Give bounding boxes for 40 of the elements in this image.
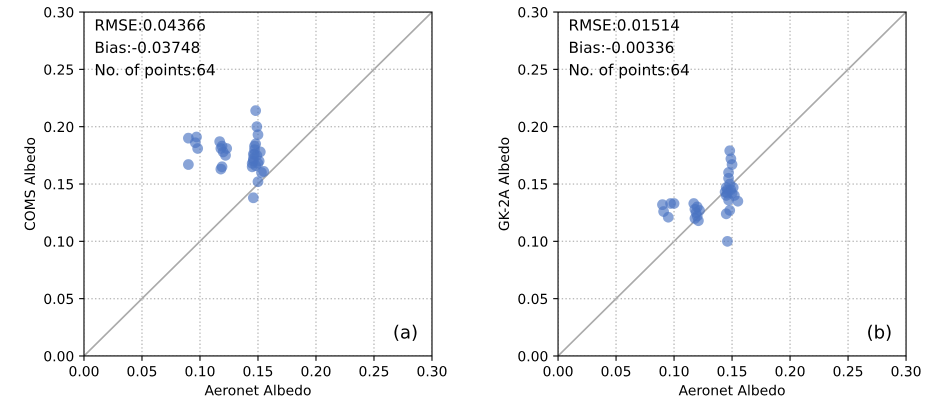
y-tick-label: 0.30 [44,7,74,18]
annotation: Bias:-0.00336 [570,41,674,54]
y-tick-label: 0.05 [44,294,74,304]
x-tick-label: 0.05 [602,366,630,376]
x-tick-label: 0.00 [69,366,99,376]
y-tick-label: 0.25 [44,64,74,75]
annotation: No. of points:64 [570,64,689,78]
y-tick-label: 0.25 [518,64,548,75]
annotation: RMSE:0.01514 [570,19,680,31]
y-tick-label: 0.05 [518,294,548,304]
x-tick-label: 0.10 [185,366,215,376]
y-tick-label: 0.10 [518,236,548,247]
y-tick-label: 0.00 [44,350,74,362]
x-tick-label: 0.15 [718,366,746,376]
annotation: Bias:-0.03748 [96,41,200,54]
y-tick-label: 0.30 [518,7,548,18]
x-axis-title: Aeronet Albedo [678,384,785,396]
y-tick-label: 0.20 [44,122,74,132]
annotation: (a) [394,324,417,341]
y-tick-label: 0.10 [44,236,74,247]
annotation: No. of points:64 [96,64,215,78]
annotation: RMSE:0.04366 [96,19,205,31]
y-tick-label: 0.15 [44,178,74,190]
y-tick-label: 0.00 [518,350,548,362]
x-tick-label: 0.25 [359,366,388,376]
x-tick-label: 0.30 [892,366,921,376]
x-tick-label: 0.30 [417,366,447,376]
y-tick-label: 0.20 [518,122,548,132]
y-tick-label: 0.15 [518,178,548,190]
x-tick-label: 0.25 [834,366,862,376]
x-tick-label: 0.05 [127,366,156,376]
x-axis-title: Aeronet Albedo [204,384,311,396]
x-tick-label: 0.20 [301,366,331,376]
annotation: (b) [868,324,891,341]
x-tick-label: 0.20 [776,366,805,376]
y-axis-title: GK-2A Albedo [498,138,510,230]
x-tick-label: 0.00 [544,366,573,376]
y-axis-title: COMS Albedo [24,138,36,230]
x-tick-label: 0.10 [660,366,689,376]
x-tick-label: 0.15 [243,366,272,376]
